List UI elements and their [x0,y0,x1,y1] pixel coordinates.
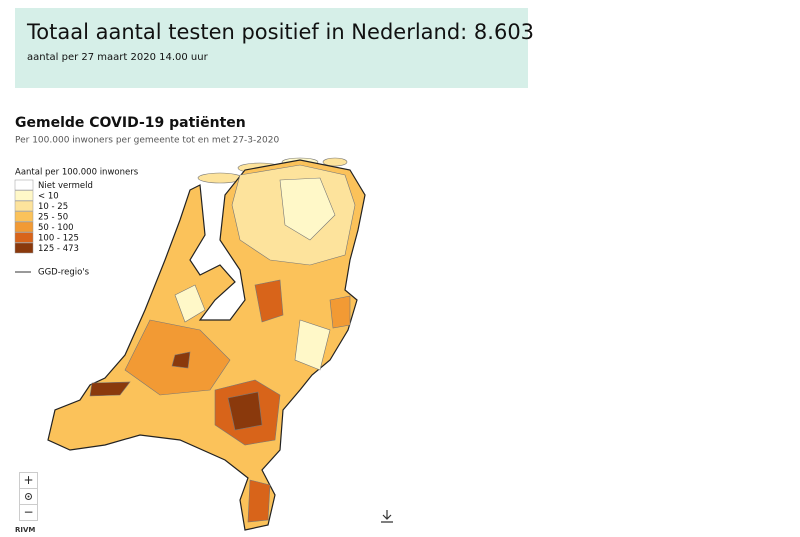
header-title: Totaal aantal testen positief in Nederla… [27,20,535,44]
legend-swatch [14,211,34,222]
legend-swatch [14,221,34,233]
legend-label: 100 - 125 [38,234,79,244]
locate-button[interactable] [19,488,38,505]
zoom-out-button[interactable]: − [19,504,38,521]
legend-label: 10 - 25 [38,202,68,212]
map-subtitle: Per 100.000 inwoners per gemeente tot en… [15,136,279,146]
legend-swatch [14,200,34,212]
header-subtitle: aantal per 27 maart 2020 14.00 uur [27,52,208,63]
legend-swatch [14,179,34,191]
legend-swatch [14,242,34,254]
map-title: Gemelde COVID-19 patiënten [15,115,246,131]
header: Totaal aantal testen positief in Nederla… [15,8,534,88]
legend-label: Niet vermeld [38,181,93,191]
legend-label: < 10 [38,192,59,202]
locate-icon [25,493,32,500]
zoom-in-button[interactable]: + [19,472,38,489]
legend-label: 125 - 473 [38,244,79,254]
legend-swatch [14,232,34,243]
legend-label: 50 - 100 [38,223,74,233]
legend-title: Aantal per 100.000 inwoners [15,168,139,178]
map [47,157,366,531]
legend-swatch [14,190,34,201]
legend-label: 25 - 50 [38,213,68,223]
attribution: RIVM [15,526,35,534]
legend-line-label: GGD-regio's [38,268,90,278]
download-icon[interactable] [381,510,393,523]
